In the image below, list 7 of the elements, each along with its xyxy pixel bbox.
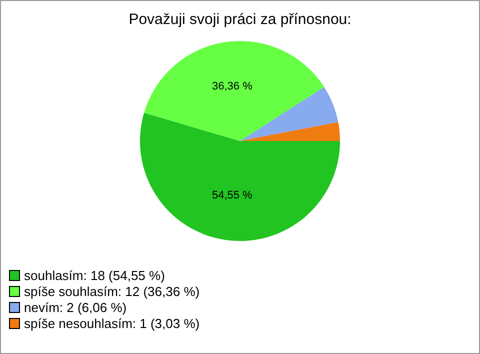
legend-label: nevím: 2 (6,06 %) xyxy=(24,300,127,314)
data-label: 36,36 % xyxy=(212,80,253,93)
legend-label: spíše souhlasím: 12 (36,36 %) xyxy=(24,284,200,298)
legend-label: souhlasím: 18 (54,55 %) xyxy=(24,268,165,282)
legend-label: spíše nesouhlasím: 1 (3,03 %) xyxy=(24,316,200,330)
chart-title: Považuji svoji práci za přínosnou: xyxy=(128,11,352,28)
data-label: 54,55 % xyxy=(212,189,253,202)
